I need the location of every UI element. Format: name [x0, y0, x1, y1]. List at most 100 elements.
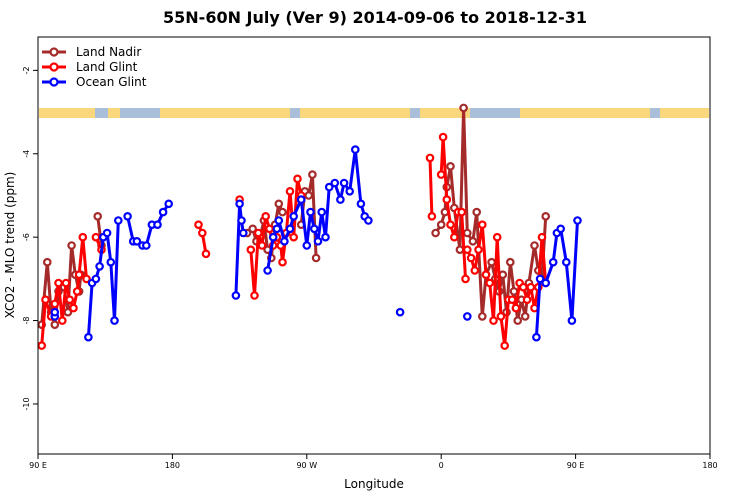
- data-point: [253, 228, 263, 238]
- x-tick-label: 180: [702, 461, 717, 470]
- data-point: [487, 257, 496, 267]
- data-point: [304, 191, 314, 200]
- data-point: [459, 103, 468, 113]
- data-point: [477, 220, 487, 230]
- map-strip-land: [660, 108, 709, 118]
- y-tick-label: -2: [22, 66, 31, 74]
- data-point: [84, 332, 93, 342]
- series-line: [465, 223, 548, 348]
- data-point: [293, 174, 302, 184]
- data-point: [306, 207, 315, 217]
- data-point: [57, 316, 67, 325]
- data-point: [321, 232, 330, 242]
- x-tick-label: 90 E: [567, 461, 585, 470]
- data-point: [123, 212, 132, 221]
- data-point: [507, 295, 517, 305]
- data-point: [153, 220, 162, 230]
- data-point: [461, 274, 470, 284]
- legend-swatch-marker: [49, 77, 59, 87]
- data-point: [142, 241, 151, 250]
- data-point: [489, 316, 498, 325]
- data-point: [436, 220, 446, 230]
- data-point: [513, 316, 523, 325]
- data-point: [530, 241, 539, 250]
- data-point: [477, 312, 487, 321]
- x-tick-label: 90 E: [29, 461, 47, 470]
- x-axis: 90 E 180 90 W 0 90 E 180: [29, 454, 718, 470]
- data-point: [102, 228, 112, 238]
- data-point: [474, 245, 483, 255]
- data-point: [132, 237, 142, 246]
- y-axis: -10 -8 -6 -4 -2: [22, 66, 38, 410]
- data-point: [481, 270, 491, 280]
- data-point: [436, 170, 446, 179]
- data-point: [449, 232, 459, 242]
- data-point: [69, 303, 78, 313]
- data-point: [324, 182, 334, 192]
- data-point: [263, 266, 272, 275]
- data-point: [541, 278, 551, 288]
- data-point: [308, 170, 317, 179]
- data-point: [462, 312, 472, 321]
- map-strip-land: [520, 108, 650, 118]
- data-point: [93, 212, 103, 221]
- data-point: [462, 245, 472, 255]
- data-point: [280, 237, 289, 246]
- data-point: [498, 270, 508, 280]
- data-point: [556, 224, 566, 234]
- data-point: [317, 207, 327, 217]
- data-point: [356, 199, 366, 209]
- data-point: [455, 245, 465, 255]
- y-tick-label: -8: [22, 317, 31, 325]
- data-point: [239, 228, 248, 238]
- data-point: [268, 232, 278, 242]
- data-point: [302, 241, 312, 250]
- data-point: [91, 274, 101, 284]
- data-point: [541, 212, 551, 221]
- data-point: [237, 216, 246, 225]
- data-point: [63, 307, 73, 317]
- data-point: [567, 316, 577, 325]
- data-point: [496, 312, 506, 321]
- data-point: [164, 199, 174, 209]
- data-point: [42, 257, 52, 267]
- data-point: [72, 287, 82, 296]
- data-point: [37, 341, 47, 350]
- data-point: [442, 195, 452, 204]
- data-point: [248, 224, 258, 234]
- y-tick-label: -4: [22, 150, 31, 158]
- data-point: [257, 241, 267, 250]
- data-point: [537, 232, 547, 242]
- data-point: [520, 312, 530, 321]
- data-point: [309, 224, 319, 234]
- x-tick-label: 0: [439, 461, 444, 470]
- data-point: [158, 207, 168, 217]
- data-point: [462, 228, 472, 238]
- data-point: [296, 195, 306, 204]
- series-layer: [37, 103, 582, 350]
- data-point: [289, 212, 299, 221]
- data-point: [472, 207, 482, 217]
- map-strip-land: [160, 108, 290, 118]
- data-point: [274, 199, 284, 209]
- data-point: [535, 274, 545, 284]
- data-point: [511, 303, 521, 313]
- data-point: [522, 295, 532, 305]
- legend-swatch-marker: [49, 47, 59, 57]
- map-strip-land: [420, 108, 470, 118]
- data-point: [446, 162, 455, 171]
- data-point: [427, 212, 437, 221]
- series-ocean-glint: [50, 145, 582, 342]
- chart-title: 55N-60N July (Ver 9) 2014-09-06 to 2018-…: [163, 8, 587, 27]
- data-point: [285, 187, 295, 196]
- data-point: [82, 274, 91, 284]
- data-point: [330, 178, 340, 188]
- data-point: [505, 257, 515, 267]
- series-line: [234, 202, 245, 296]
- data-point: [114, 216, 123, 225]
- x-axis-label: Longitude: [344, 477, 404, 491]
- y-tick-label: -10: [22, 397, 31, 410]
- data-point: [470, 266, 480, 275]
- data-point: [65, 295, 75, 305]
